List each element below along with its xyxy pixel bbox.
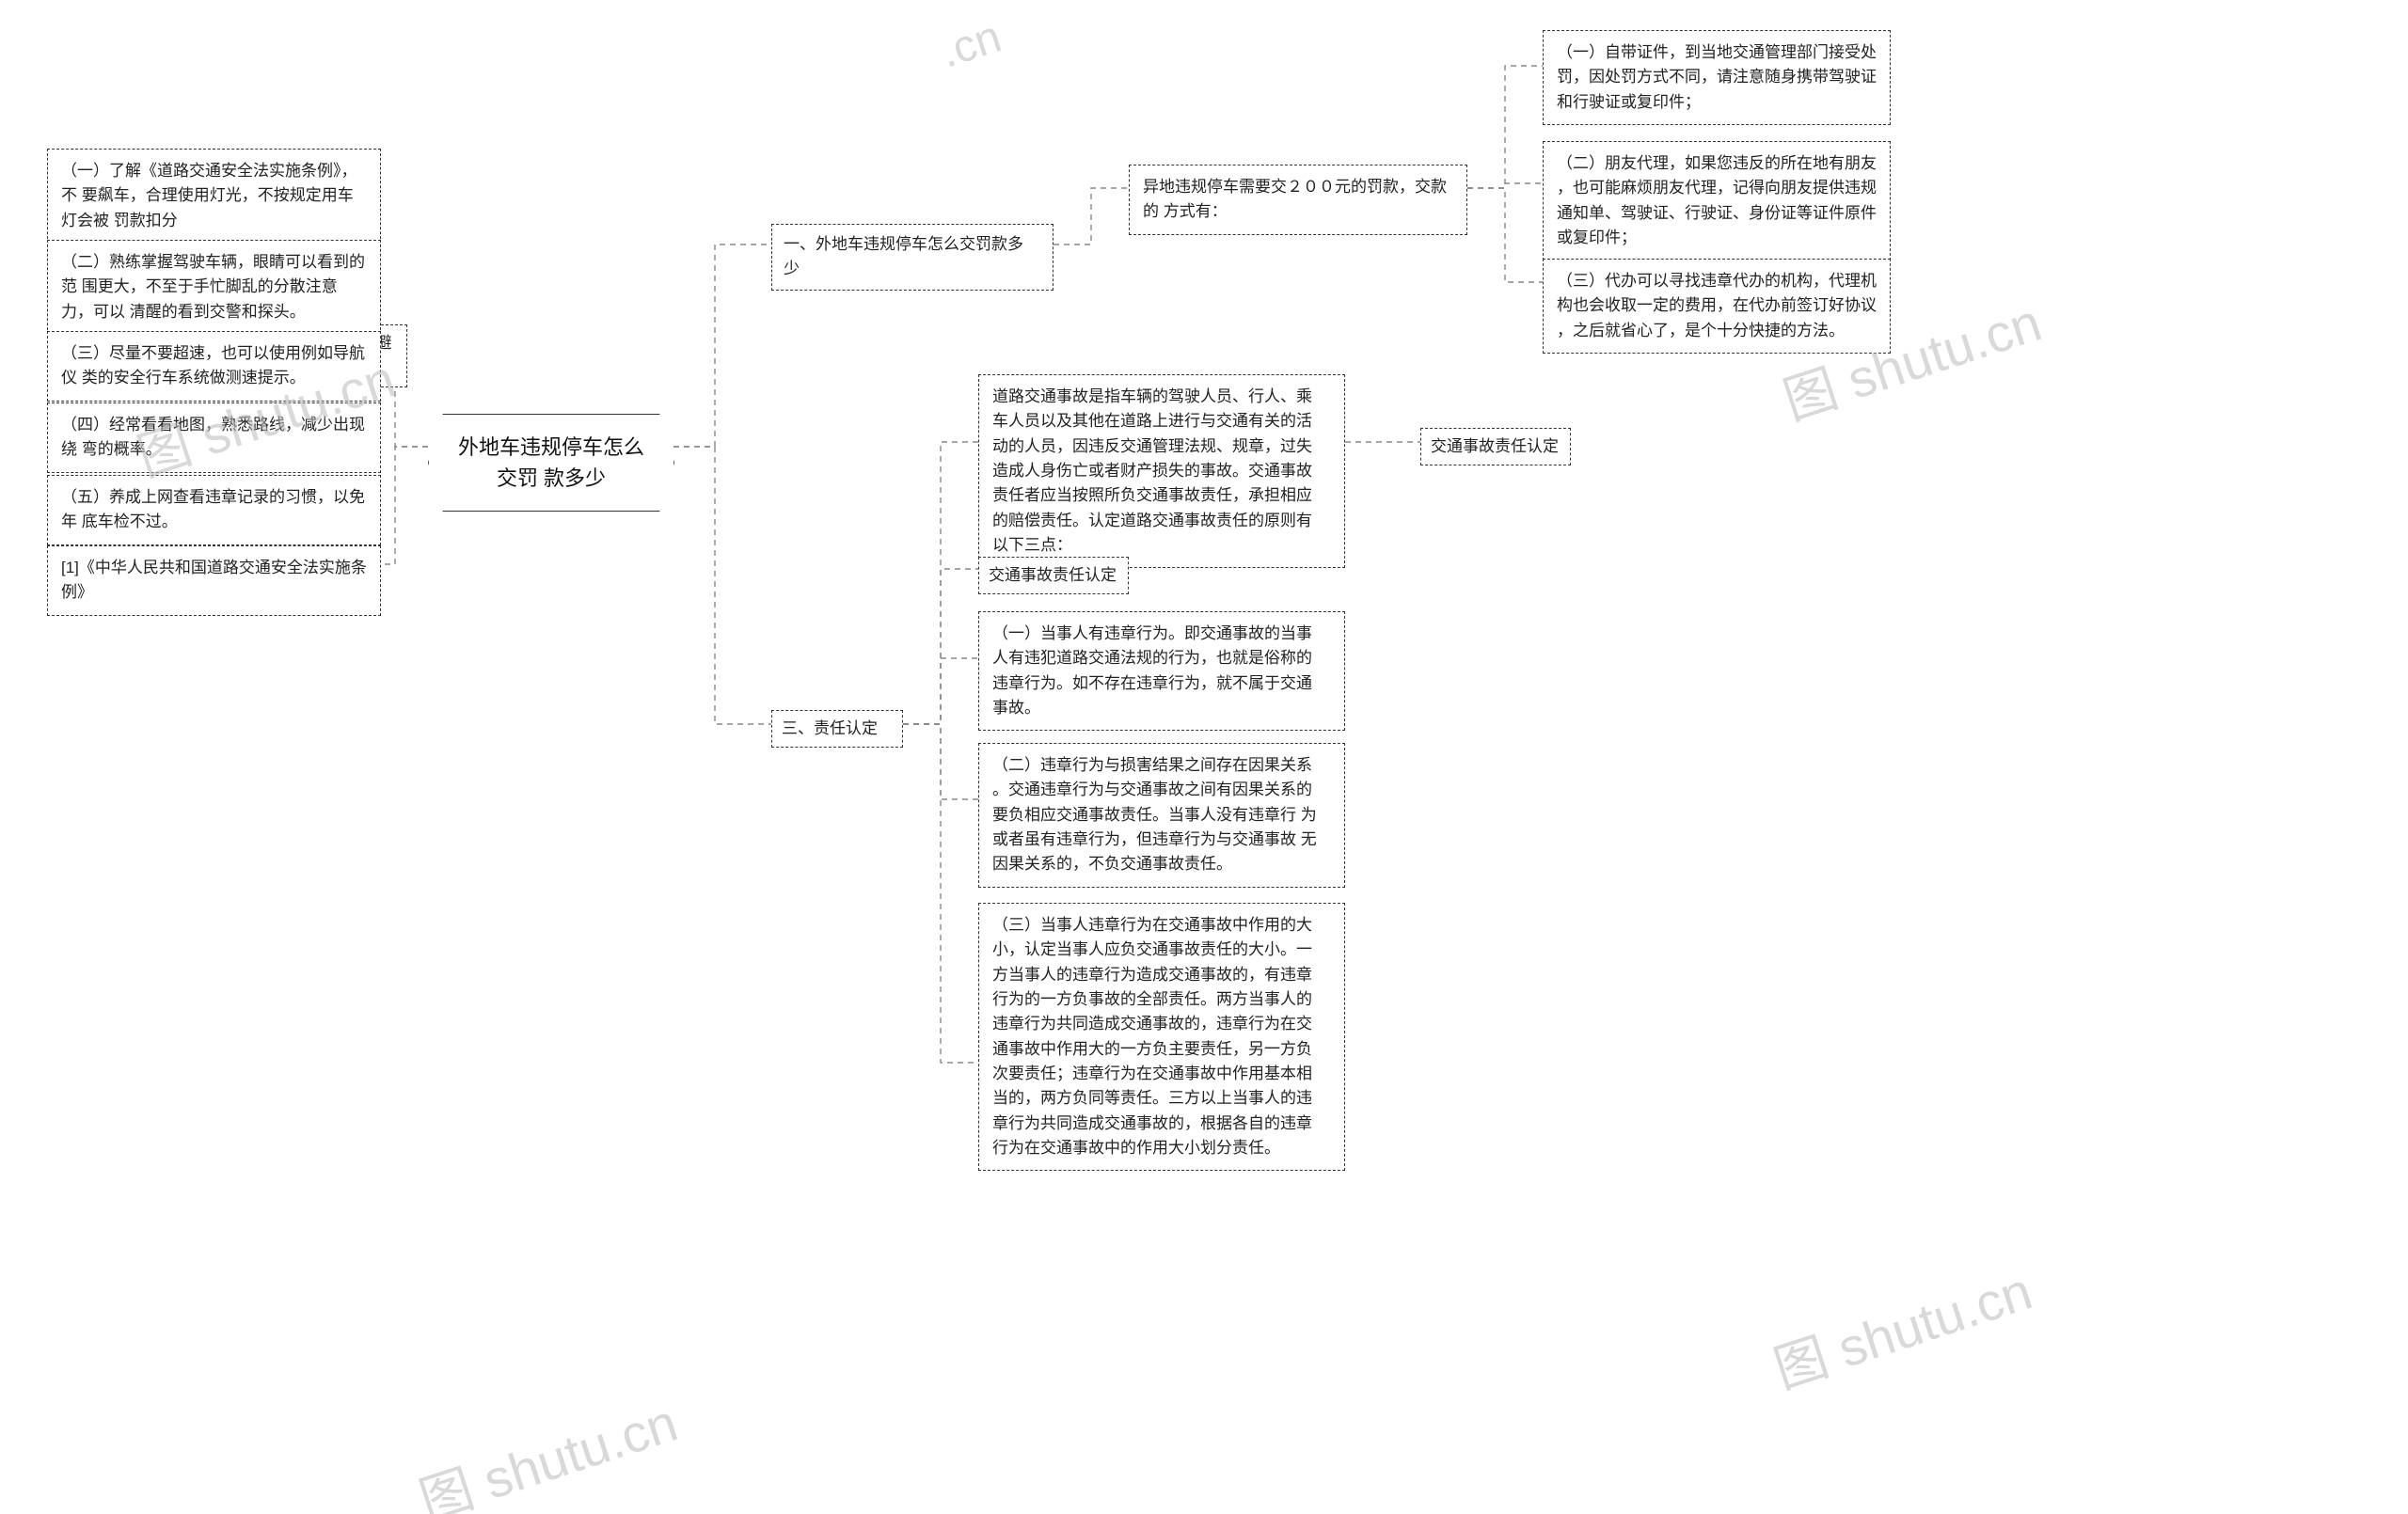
leaf-left-0-2: （三）尽量不要超速，也可以使用例如导航仪 类的安全行车系统做测速提示。: [47, 331, 381, 402]
leaf-text: 交通事故责任认定: [1431, 437, 1559, 455]
leaf-text: 交通事故责任认定: [989, 566, 1117, 584]
leaf-right-1-0: 道路交通事故是指车辆的驾驶人员、行人、乘 车人员以及其他在道路上进行与交通有关的…: [978, 374, 1345, 568]
leaf-right-0-0-2: （三）代办可以寻找违章代办的机构，代理机 构也会收取一定的费用，在代办前签订好协…: [1543, 259, 1891, 354]
leaf-left-0-3: （四）经常看看地图，熟悉路线，减少出现绕 弯的概率。: [47, 402, 381, 473]
leaf-text: （一）自带证件，到当地交通管理部门接受处 罚，因处罚方式不同，请注意随身携带驾驶…: [1557, 43, 1877, 111]
leaf-right-1-0-0: 交通事故责任认定: [1420, 428, 1571, 465]
leaf-text: 道路交通事故是指车辆的驾驶人员、行人、乘 车人员以及其他在道路上进行与交通有关的…: [992, 387, 1312, 554]
leaf-right-1-2: （一）当事人有违章行为。即交通事故的当事 人有违犯道路交通法规的行为，也就是俗称…: [978, 611, 1345, 731]
leaf-text: [1]《中华人民共和国道路交通安全法实施条 例》: [61, 559, 367, 601]
leaf-text: （三）代办可以寻找违章代办的机构，代理机 构也会收取一定的费用，在代办前签订好协…: [1557, 272, 1877, 339]
leaf-left-0-1: （二）熟练掌握驾驶车辆，眼睛可以看到的范 围更大，不至于手忙脚乱的分散注意力，可…: [47, 240, 381, 335]
leaf-text: （二）违章行为与损害结果之间存在因果关系 。交通违章行为与交通事故之间有因果关系…: [992, 756, 1317, 873]
leaf-right-1-4: （三）当事人违章行为在交通事故中作用的大 小，认定当事人应负交通事故责任的大小。…: [978, 903, 1345, 1171]
leaf-left-1-0: [1]《中华人民共和国道路交通安全法实施条 例》: [47, 545, 381, 616]
leaf-left-0-4: （五）养成上网查看违章记录的习惯，以免年 底车检不过。: [47, 475, 381, 545]
watermark: 图 shutu.cn: [1763, 1249, 2039, 1404]
branch-right-1: 三、责任认定: [771, 710, 903, 748]
leaf-text: （三）当事人违章行为在交通事故中作用的大 小，认定当事人应负交通事故责任的大小。…: [992, 916, 1312, 1157]
leaf-text: （二）朋友代理，如果您违反的所在地有朋友 ，也可能麻烦朋友代理，记得向朋友提供违…: [1557, 154, 1877, 246]
branch-label: 三、责任认定: [782, 719, 878, 737]
leaf-text: （一）当事人有违章行为。即交通事故的当事 人有违犯道路交通法规的行为，也就是俗称…: [992, 624, 1312, 717]
leaf-text: （四）经常看看地图，熟悉路线，减少出现绕 弯的概率。: [61, 416, 365, 458]
leaf-text: （五）养成上网查看违章记录的习惯，以免年 底车检不过。: [61, 488, 365, 530]
watermark-partial: .cn: [934, 10, 1007, 78]
leaf-right-1-1: 交通事故责任认定: [978, 557, 1129, 594]
leaf-right-0-0-1: （二）朋友代理，如果您违反的所在地有朋友 ，也可能麻烦朋友代理，记得向朋友提供违…: [1543, 141, 1891, 260]
leaf-left-0-0: （一）了解《道路交通安全法实施条例》，不 要飙车，合理使用灯光，不按规定用车灯会…: [47, 149, 381, 244]
leaf-text: （三）尽量不要超速，也可以使用例如导航仪 类的安全行车系统做测速提示。: [61, 344, 365, 386]
branch-right-0: 一、外地车违规停车怎么交罚款多 少: [771, 224, 1054, 291]
center-topic: 外地车违规停车怎么交罚 款多少: [428, 414, 674, 512]
center-topic-text: 外地车违规停车怎么交罚 款多少: [458, 435, 644, 490]
leaf-text: （一）了解《道路交通安全法实施条例》，不 要飙车，合理使用灯光，不按规定用车灯会…: [61, 162, 357, 229]
leaf-right-0-0: 异地违规停车需要交２００元的罚款，交款的 方式有：: [1129, 165, 1467, 235]
leaf-text: 异地违规停车需要交２００元的罚款，交款的 方式有：: [1143, 178, 1447, 220]
leaf-right-1-3: （二）违章行为与损害结果之间存在因果关系 。交通违章行为与交通事故之间有因果关系…: [978, 743, 1345, 888]
leaf-text: （二）熟练掌握驾驶车辆，眼睛可以看到的范 围更大，不至于手忙脚乱的分散注意力，可…: [61, 253, 365, 321]
leaf-right-0-0-0: （一）自带证件，到当地交通管理部门接受处 罚，因处罚方式不同，请注意随身携带驾驶…: [1543, 30, 1891, 125]
branch-label: 一、外地车违规停车怎么交罚款多 少: [784, 235, 1023, 277]
watermark: 图 shutu.cn: [408, 1380, 685, 1514]
